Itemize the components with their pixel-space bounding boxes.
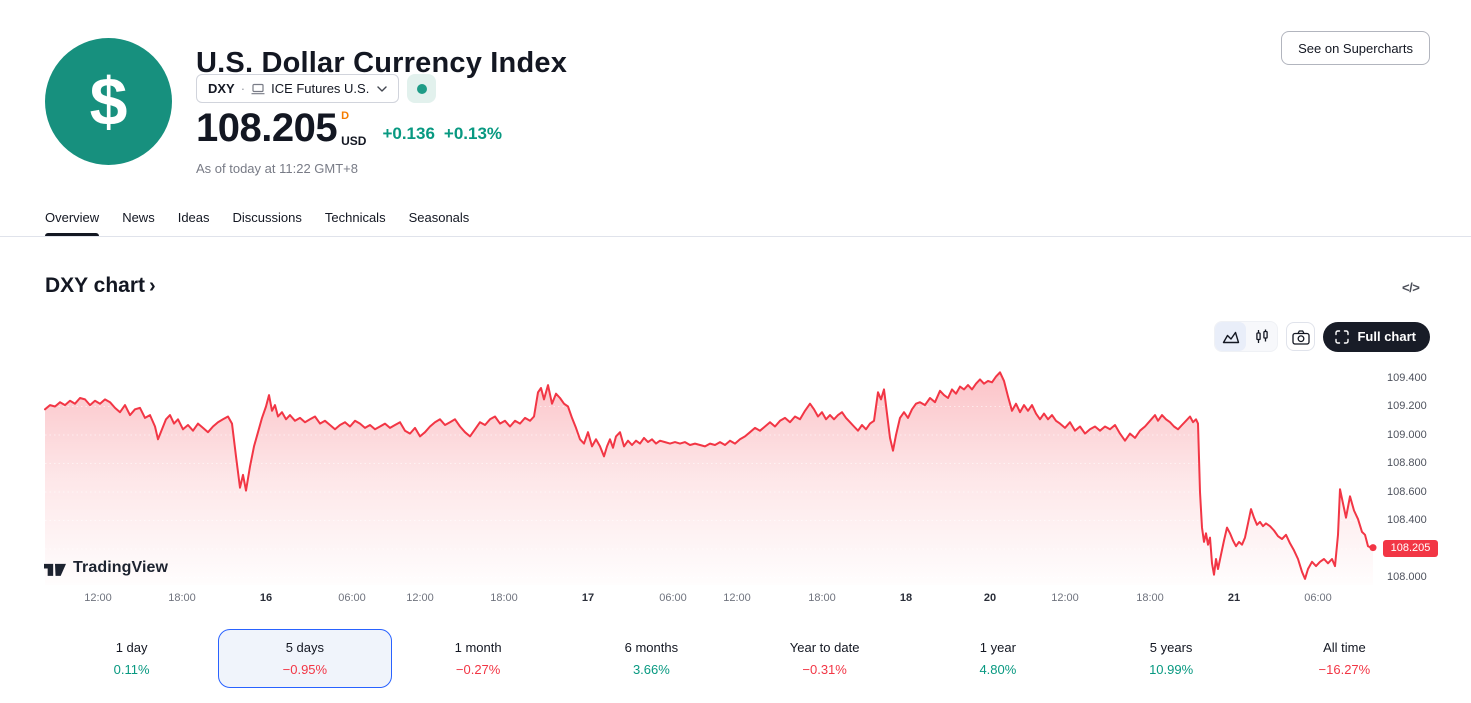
chevron-down-icon [377,85,388,92]
tab-ideas[interactable]: Ideas [177,210,210,225]
full-chart-button[interactable]: Full chart [1323,321,1430,352]
range-button-all-time[interactable]: All time −16.27% [1258,629,1431,688]
fullscreen-icon [1335,329,1350,344]
tab-overview[interactable]: Overview [45,199,100,236]
price-axis-tick: 109.200 [1387,400,1427,412]
instrument-logo: $ [45,38,172,165]
range-selector: 1 day 0.11% 5 days −0.95% 1 month −0.27% 6 mon… [45,629,1431,688]
range-button-year-to-date[interactable]: Year to date −0.31% [738,629,911,688]
price-row: 108.205 D USD +0.136 +0.13% [196,106,502,150]
price-change: +0.136 +0.13% [382,124,502,150]
range-button-6-months[interactable]: 6 months 3.66% [565,629,738,688]
range-change: 10.99% [1149,662,1194,677]
tab-seasonals[interactable]: Seasonals [408,210,470,225]
time-axis-tick: 18:00 [168,592,196,604]
time-axis-tick: 12:00 [723,592,751,604]
section-heading: DXY chart [45,274,145,297]
snapshot-camera-button[interactable] [1286,322,1316,351]
tradingview-wordmark: TradingView [73,559,169,576]
range-change: −0.95% [282,662,328,677]
embed-code-icon[interactable]: </> [1402,280,1420,295]
time-axis-tick: 06:00 [659,592,687,604]
chevron-right-icon: › [149,274,156,297]
dollar-sign-icon: $ [89,63,128,140]
range-label: 1 year [979,640,1016,655]
range-button-5-years[interactable]: 5 years 10.99% [1085,629,1258,688]
price-change-percent: +0.13% [443,124,503,143]
as-of-timestamp: As of today at 11:22 GMT+8 [196,161,358,176]
time-axis-tick: 16 [259,592,273,604]
area-chart-style-button[interactable] [1215,322,1247,351]
see-on-supercharts-button[interactable]: See on Supercharts [1281,31,1430,65]
range-change: −16.27% [1318,662,1371,677]
last-price: 108.205 [196,106,338,150]
range-change: −0.31% [802,662,847,677]
currency-label: USD [341,134,367,148]
range-label: 6 months [624,640,679,655]
price-line [44,371,1374,580]
range-button-1-day[interactable]: 1 day 0.11% [45,629,218,688]
camera-icon [1292,329,1310,345]
tradingview-attribution[interactable]: TradingView [44,559,168,577]
price-axis-tick: 109.400 [1387,372,1427,384]
tab-bar: Overview News Ideas Discussions Technicals Se… [0,199,1471,237]
range-change: 3.66% [632,662,670,677]
last-price-dot [1369,544,1377,552]
current-price-tag: 108.205 [1383,540,1438,557]
exchange-name: ICE Futures U.S. [271,81,370,96]
range-label: Year to date [789,640,860,655]
price-axis-tick: 108.800 [1387,457,1427,469]
price-chart[interactable] [0,350,1471,590]
chart-style-segmented-control [1214,321,1279,352]
range-change: 0.11% [113,662,150,677]
time-axis-tick: 06:00 [338,592,366,604]
price-axis-tick: 108.400 [1387,514,1427,526]
symbol-selector-button[interactable]: DXY · ICE Futures U.S. [196,74,400,103]
range-button-1-year[interactable]: 1 year 4.80% [911,629,1084,688]
time-axis-tick: 18 [899,592,913,604]
exchange-monitor-icon [251,83,265,95]
price-axis-tick: 108.600 [1387,486,1427,498]
market-open-dot-icon [416,83,427,94]
time-axis-tick: 12:00 [1051,592,1079,604]
time-axis-tick: 17 [581,592,595,604]
time-axis-tick: 12:00 [406,592,434,604]
separator-dot: · [240,81,246,96]
tab-news[interactable]: News [122,210,155,225]
symbol-row: DXY · ICE Futures U.S. [196,74,437,103]
market-open-status-button[interactable] [407,74,437,103]
tradingview-logo-icon [44,563,66,576]
range-label: 5 days [285,640,325,655]
range-button-5-days[interactable]: 5 days −0.95% [218,629,392,688]
time-axis-tick: 21 [1227,592,1241,604]
time-axis-tick: 18:00 [1136,592,1164,604]
time-axis-tick: 12:00 [84,592,112,604]
range-label: 1 month [454,640,502,655]
time-axis-tick: 18:00 [808,592,836,604]
section-heading-link[interactable]: DXY chart › [45,274,156,298]
range-label: 1 day [115,640,148,655]
time-axis-tick: 20 [983,592,997,604]
time-axis-tick: 18:00 [490,592,518,604]
candles-chart-style-button[interactable] [1246,322,1277,351]
price-change-absolute: +0.136 [382,124,435,143]
area-fill [45,372,1373,585]
area-chart-canvas [44,371,1377,585]
tab-discussions[interactable]: Discussions [232,210,302,225]
time-axis-tick: 06:00 [1304,592,1332,604]
range-change: 4.80% [979,662,1017,677]
range-label: All time [1323,640,1366,655]
range-label: 5 years [1149,640,1193,655]
interval-badge: D [341,110,350,122]
price-unit-stack: D USD [341,111,366,150]
tab-technicals[interactable]: Technicals [324,210,386,225]
chart-toolbar: Full chart [1214,321,1430,352]
price-axis-tick: 108.000 [1387,571,1427,583]
price-axis-tick: 109.000 [1387,429,1427,441]
symbol-ticker: DXY [208,81,235,96]
range-button-1-month[interactable]: 1 month −0.27% [392,629,565,688]
range-change: −0.27% [455,662,501,677]
full-chart-label: Full chart [1357,329,1416,344]
